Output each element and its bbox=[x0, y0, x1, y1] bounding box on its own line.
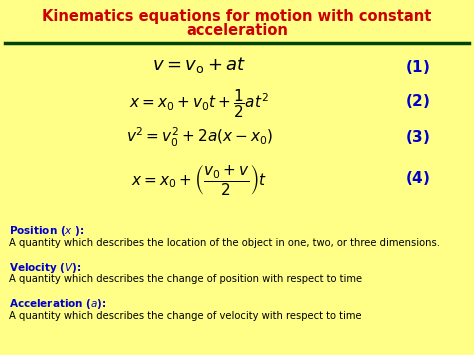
Text: $\mathbf{(1)}$: $\mathbf{(1)}$ bbox=[404, 58, 430, 76]
Text: Velocity ($V$):: Velocity ($V$): bbox=[9, 261, 82, 275]
Text: A quantity which describes the change of position with respect to time: A quantity which describes the change of… bbox=[9, 274, 363, 284]
Text: A quantity which describes the change of velocity with respect to time: A quantity which describes the change of… bbox=[9, 311, 362, 321]
Text: $v = v_{\mathrm{o}} + at$: $v = v_{\mathrm{o}} + at$ bbox=[152, 55, 246, 75]
Text: $\mathbf{(3)}$: $\mathbf{(3)}$ bbox=[404, 128, 430, 146]
Text: Position ($x$ ):: Position ($x$ ): bbox=[9, 224, 85, 238]
Text: Kinematics equations for motion with constant: Kinematics equations for motion with con… bbox=[42, 9, 432, 24]
Text: $\mathbf{(4)}$: $\mathbf{(4)}$ bbox=[404, 169, 430, 187]
Text: acceleration: acceleration bbox=[186, 23, 288, 38]
Text: $\mathbf{(2)}$: $\mathbf{(2)}$ bbox=[404, 92, 430, 110]
Text: $x = x_0 + v_0 t + \dfrac{1}{2}at^{2}$: $x = x_0 + v_0 t + \dfrac{1}{2}at^{2}$ bbox=[129, 87, 269, 120]
Text: $v^2 = v_0^2 + 2a(x - x_0)$: $v^2 = v_0^2 + 2a(x - x_0)$ bbox=[126, 126, 273, 149]
Text: Acceleration ($a$):: Acceleration ($a$): bbox=[9, 297, 107, 311]
Text: $x = x_0 + \left(\dfrac{v_0 + v}{2}\right)t$: $x = x_0 + \left(\dfrac{v_0 + v}{2}\righ… bbox=[131, 162, 267, 197]
Text: A quantity which describes the location of the object in one, two, or three dime: A quantity which describes the location … bbox=[9, 238, 440, 248]
